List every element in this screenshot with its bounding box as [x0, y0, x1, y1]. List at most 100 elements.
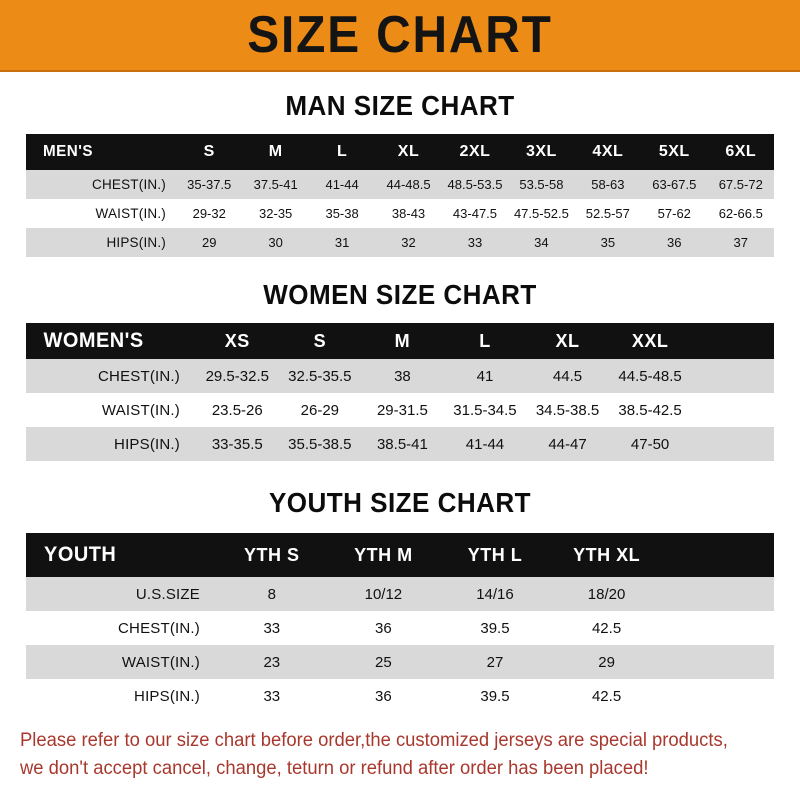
- man-row-label-header: MEN'S: [43, 143, 93, 160]
- man-cell-0-6: 58-63: [591, 177, 625, 192]
- women-cell-2-4: 44-47: [548, 435, 587, 453]
- man-col-header-5: 3XL: [525, 143, 557, 160]
- women-cell-2-6: [691, 427, 774, 461]
- women-cell-0-5: 44.5-48.5: [618, 367, 682, 385]
- man-cell-1-6: 52.5-57: [585, 206, 630, 221]
- women-col-header-2: M: [394, 330, 411, 351]
- youth-cell-2-0: 23: [263, 653, 281, 671]
- youth-table-body: U.S.SIZE 8 10/12 14/16 18/20 CHEST(IN.) …: [26, 577, 774, 713]
- women-cell-0-3: 41: [476, 367, 494, 385]
- women-col-header-5: XXL: [631, 330, 669, 351]
- women-cell-2-3: 41-44: [465, 435, 505, 453]
- man-cell-2-6: 35: [600, 235, 616, 250]
- youth-table-head: YOUTH YTH S YTH M YTH L YTH XL: [26, 533, 774, 577]
- youth-cell-2-1: 25: [375, 653, 392, 671]
- man-col-header-3: XL: [397, 143, 420, 160]
- man-cell-2-1: 30: [268, 235, 283, 250]
- table-row: CHEST(IN.) 35-37.5 37.5-41 41-44 44-48.5…: [26, 170, 774, 199]
- women-cell-2-0: 33-35.5: [211, 435, 263, 453]
- table-row: U.S.SIZE 8 10/12 14/16 18/20: [26, 577, 774, 611]
- youth-cell-3-1: 36: [375, 687, 392, 705]
- women-cell-0-6: [691, 359, 774, 393]
- youth-cell-1-1: 36: [375, 619, 392, 637]
- man-cell-1-0: 29-32: [192, 206, 226, 221]
- women-cell-2-1: 35.5-38.5: [288, 435, 352, 453]
- women-col-header-1: S: [313, 330, 327, 351]
- youth-col-header-4: [662, 533, 774, 577]
- women-cell-1-4: 34.5-38.5: [535, 401, 600, 419]
- man-size-table: MEN'S S M L XL 2XL 3XL 4XL 5XL 6XL CHEST…: [26, 134, 774, 257]
- women-row-label-2: HIPS(IN.): [114, 435, 180, 453]
- youth-row-label-header: YOUTH: [44, 543, 117, 566]
- man-cell-0-7: 63-67.5: [652, 177, 697, 192]
- youth-cell-0-3: 18/20: [587, 585, 626, 603]
- youth-row-label-3: HIPS(IN.): [134, 687, 200, 705]
- man-cell-1-4: 43-47.5: [452, 206, 498, 221]
- man-col-header-4: 2XL: [459, 143, 491, 160]
- man-row-label-0: CHEST(IN.): [92, 177, 166, 192]
- youth-cell-1-3: 42.5: [591, 619, 622, 637]
- women-cell-0-0: 29.5-32.5: [205, 367, 269, 385]
- youth-cell-2-4: [662, 645, 774, 679]
- section-title-man: MAN SIZE CHART: [285, 90, 515, 121]
- man-cell-0-1: 37.5-41: [253, 177, 298, 192]
- section-title-youth: YOUTH SIZE CHART: [268, 487, 532, 518]
- table-row: CHEST(IN.) 33 36 39.5 42.5: [26, 611, 774, 645]
- women-cell-0-4: 44.5: [552, 367, 583, 385]
- man-cell-2-2: 31: [334, 235, 350, 250]
- women-col-header-3: L: [479, 330, 491, 351]
- youth-cell-3-3: 42.5: [591, 687, 622, 705]
- disclaimer-line-2: we don't accept cancel, change, teturn o…: [20, 757, 649, 779]
- man-cell-1-8: 62-66.5: [718, 206, 763, 221]
- man-cell-2-5: 34: [534, 235, 549, 250]
- women-cell-1-0: 23.5-26: [211, 401, 263, 419]
- man-cell-0-4: 48.5-53.5: [447, 177, 503, 192]
- man-cell-2-4: 33: [467, 235, 483, 250]
- women-header-row: WOMEN'S XS S M L XL XXL: [26, 323, 774, 359]
- youth-size-table: YOUTH YTH S YTH M YTH L YTH XL U.S.SIZE …: [26, 533, 774, 713]
- youth-cell-0-4: [662, 577, 774, 611]
- youth-row-label-2: WAIST(IN.): [121, 653, 200, 671]
- youth-row-label-0: U.S.SIZE: [135, 585, 200, 603]
- women-cell-1-2: 29-31.5: [376, 401, 428, 419]
- youth-cell-1-4: [662, 611, 774, 645]
- women-table-head: WOMEN'S XS S M L XL XXL: [26, 323, 774, 359]
- table-row: WAIST(IN.) 29-32 32-35 35-38 38-43 43-47…: [26, 199, 774, 228]
- man-col-header-2: L: [336, 143, 348, 160]
- women-col-header-4: XL: [555, 330, 580, 351]
- table-row: HIPS(IN.) 33-35.5 35.5-38.5 38.5-41 41-4…: [26, 427, 774, 461]
- table-row: WAIST(IN.) 23.5-26 26-29 29-31.5 31.5-34…: [26, 393, 774, 427]
- man-header-row: MEN'S S M L XL 2XL 3XL 4XL 5XL 6XL: [26, 134, 774, 170]
- youth-row-label-1: CHEST(IN.): [118, 619, 200, 637]
- women-cell-1-1: 26-29: [300, 401, 340, 419]
- youth-cell-0-1: 10/12: [364, 585, 403, 603]
- women-cell-2-5: 47-50: [630, 435, 670, 453]
- section-title-women: WOMEN SIZE CHART: [263, 279, 537, 310]
- man-cell-2-0: 29: [201, 235, 217, 250]
- table-row: HIPS(IN.) 29 30 31 32 33 34 35 36 37: [26, 228, 774, 257]
- women-cell-2-2: 38.5-41: [376, 435, 428, 453]
- youth-size-table-wrap: YOUTH YTH S YTH M YTH L YTH XL U.S.SIZE …: [26, 533, 774, 713]
- man-cell-0-8: 67.5-72: [718, 177, 763, 192]
- man-col-header-7: 5XL: [658, 143, 690, 160]
- youth-cell-3-4: [662, 679, 774, 713]
- women-size-table-wrap: WOMEN'S XS S M L XL XXL CHEST(IN.) 29.5-…: [26, 323, 774, 461]
- disclaimer-line-1: Please refer to our size chart before or…: [20, 730, 728, 751]
- man-cell-1-7: 57-62: [657, 206, 691, 221]
- man-cell-1-2: 35-38: [325, 206, 359, 221]
- man-cell-0-0: 35-37.5: [187, 177, 232, 192]
- youth-cell-3-0: 33: [263, 687, 281, 705]
- man-col-header-0: S: [203, 143, 215, 160]
- disclaimer: Please refer to our size chart before or…: [20, 727, 757, 782]
- youth-cell-1-0: 33: [263, 619, 281, 637]
- women-col-header-6: [691, 323, 774, 359]
- table-row: WAIST(IN.) 23 25 27 29: [26, 645, 774, 679]
- women-row-label-0: CHEST(IN.): [98, 367, 180, 385]
- man-cell-2-3: 32: [401, 235, 416, 250]
- youth-cell-0-2: 14/16: [476, 585, 514, 603]
- man-cell-0-3: 44-48.5: [386, 177, 431, 192]
- women-size-table: WOMEN'S XS S M L XL XXL CHEST(IN.) 29.5-…: [26, 323, 774, 461]
- man-row-label-2: HIPS(IN.): [106, 235, 166, 250]
- youth-header-row: YOUTH YTH S YTH M YTH L YTH XL: [26, 533, 774, 577]
